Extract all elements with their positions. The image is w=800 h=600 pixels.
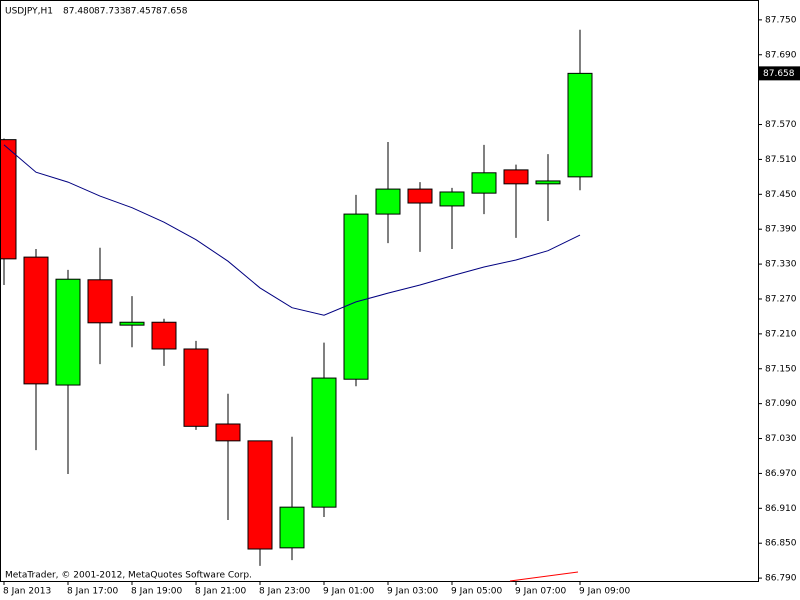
high-label: 87.733 [94, 7, 126, 17]
x-tick-label: 9 Jan 09:00 [579, 587, 631, 597]
x-tick-label: 8 Jan 2013 [3, 587, 51, 597]
candle-body [1, 139, 17, 260]
y-tick-label: 87.750 [765, 15, 797, 25]
close-label: 87.658 [156, 7, 188, 17]
candle-body [471, 172, 497, 194]
y-tick-label: 87.210 [765, 329, 797, 339]
y-tick-label: 86.850 [765, 539, 797, 549]
x-tick-label: 8 Jan 17:00 [67, 587, 119, 597]
x-tick-label: 9 Jan 03:00 [387, 587, 439, 597]
candle-body [567, 72, 593, 178]
y-tick-label: 87.270 [765, 294, 797, 304]
candle-body [279, 506, 305, 549]
y-tick-label: 87.570 [765, 120, 797, 130]
candle-body [407, 188, 433, 204]
candle-body [151, 321, 177, 350]
y-tick-label: 87.690 [765, 50, 797, 60]
y-tick-label: 86.790 [765, 574, 797, 584]
y-tick-label: 87.150 [765, 364, 797, 374]
x-tick-label: 9 Jan 01:00 [323, 587, 375, 597]
x-tick-label: 9 Jan 05:00 [451, 587, 503, 597]
price-tag [759, 66, 800, 81]
chart-title: USDJPY,H1 [5, 7, 53, 17]
price-tag-label: 87.658 [763, 69, 795, 79]
candle-body [375, 188, 401, 215]
y-tick-label: 87.090 [765, 399, 797, 409]
x-tick-label: 8 Jan 21:00 [195, 587, 247, 597]
x-tick-label: 8 Jan 19:00 [131, 587, 183, 597]
candle-body [119, 321, 145, 326]
candle-body [183, 348, 209, 427]
y-tick-label: 87.450 [765, 190, 797, 200]
candle-body [23, 256, 49, 385]
candle-body [87, 279, 113, 324]
y-tick-label: 87.510 [765, 155, 797, 165]
y-tick-label: 86.910 [765, 504, 797, 514]
plot-border [0, 0, 759, 582]
header: USDJPY,H1 87.480 87.733 87.457 87.658 [5, 7, 188, 17]
moving-average [3, 144, 581, 316]
candle-body [343, 213, 369, 380]
candle-body [215, 423, 241, 442]
candle-body [311, 377, 337, 508]
y-tick-label: 87.330 [765, 260, 797, 270]
open-label: 87.480 [63, 7, 95, 17]
candle-body [247, 440, 273, 550]
indicator-line [509, 571, 579, 582]
low-label: 87.457 [125, 7, 157, 17]
y-tick-label: 87.390 [765, 225, 797, 235]
y-tick-label: 87.030 [765, 434, 797, 444]
candle-body [535, 180, 561, 185]
candle-body [439, 191, 465, 207]
x-tick-label: 8 Jan 23:00 [259, 587, 311, 597]
y-tick-label: 86.970 [765, 469, 797, 479]
x-tick-label: 9 Jan 07:00 [515, 587, 567, 597]
candle-body [503, 169, 529, 185]
copyright: MetaTrader, © 2001-2012, MetaQuotes Soft… [5, 571, 252, 581]
candle-body [55, 278, 81, 386]
plot-area [1, 29, 593, 566]
